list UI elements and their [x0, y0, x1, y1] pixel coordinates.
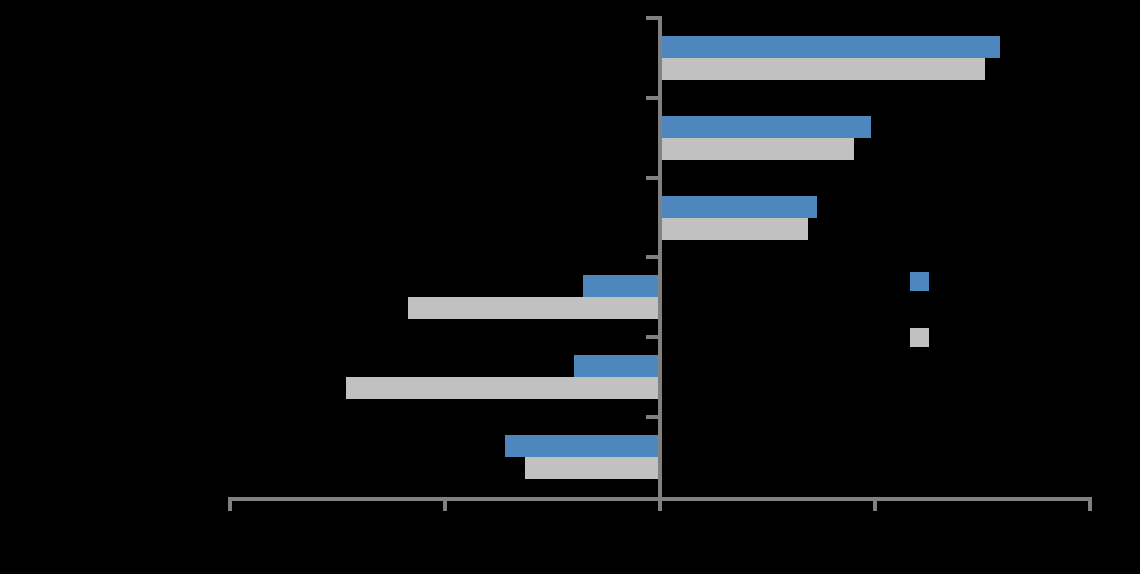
x-axis-tick: [228, 497, 232, 511]
y-axis-line: [658, 16, 662, 511]
y-axis-tick: [646, 415, 658, 419]
bar-gray-row-3: [660, 218, 808, 240]
bar-gray-row-5: [346, 377, 660, 399]
bar-blue-row-2: [660, 116, 871, 138]
y-axis-tick: [646, 16, 658, 20]
legend-swatch-gray: [910, 328, 929, 347]
bar-gray-row-4: [408, 297, 660, 319]
x-axis-tick: [1088, 497, 1092, 511]
y-axis-tick: [646, 335, 658, 339]
legend-swatch-blue: [910, 272, 929, 291]
bar-gray-row-2: [660, 138, 854, 160]
bar-gray-row-1: [660, 58, 985, 80]
y-axis-tick: [646, 176, 658, 180]
x-axis-tick: [658, 497, 662, 511]
y-axis-tick: [646, 96, 658, 100]
bar-blue-row-3: [660, 196, 817, 218]
bar-blue-row-6: [505, 435, 660, 457]
x-axis-tick: [873, 497, 877, 511]
x-axis-tick: [443, 497, 447, 511]
bar-blue-row-4: [583, 275, 660, 297]
bar-blue-row-1: [660, 36, 1000, 58]
bar-gray-row-6: [525, 457, 660, 479]
y-axis-tick: [646, 255, 658, 259]
chart-root: [0, 0, 1140, 574]
bar-blue-row-5: [574, 355, 660, 377]
